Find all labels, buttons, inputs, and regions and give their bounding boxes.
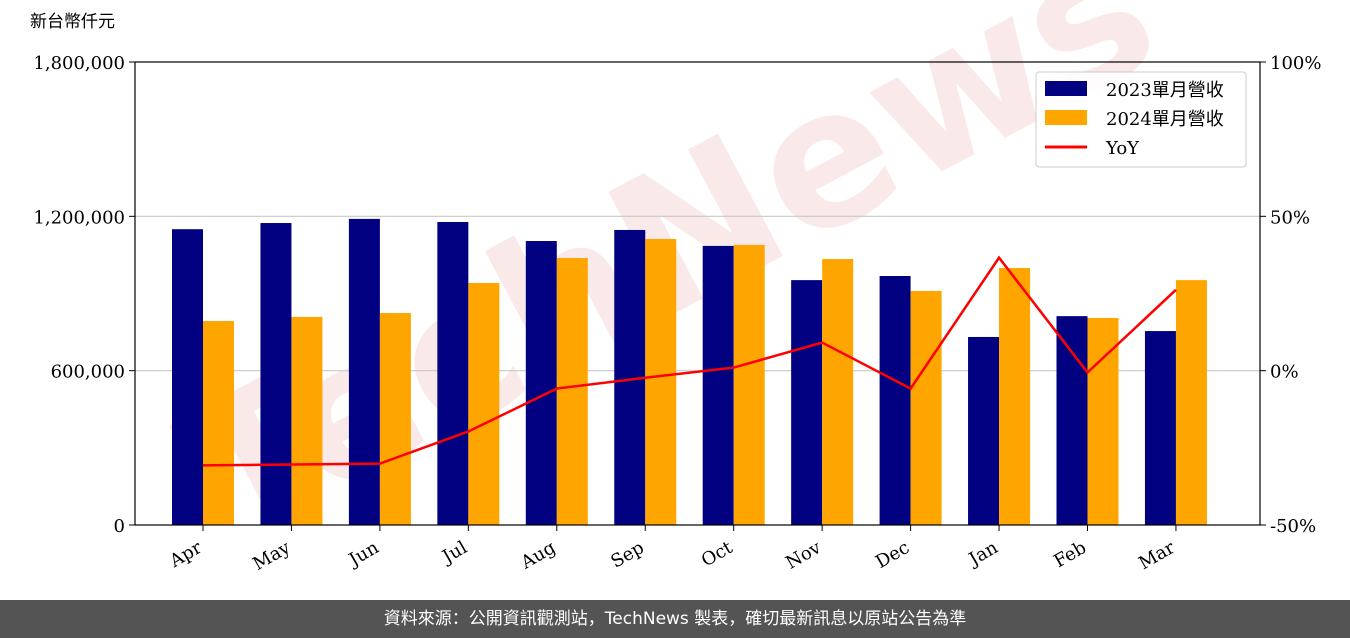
x-tick-label: Jan	[964, 537, 1002, 571]
bar	[556, 258, 588, 525]
legend-swatch	[1045, 81, 1087, 96]
bar	[702, 245, 734, 526]
x-tick-label: Jul	[437, 537, 471, 569]
legend-swatch	[1045, 110, 1087, 125]
chart: 新台幣仟元 TechNews 0600,0001,200,0001,800,00…	[30, 0, 1321, 588]
y2-tick-label: 50%	[1270, 207, 1310, 228]
bar	[999, 268, 1031, 525]
bar	[1144, 331, 1176, 525]
bar	[645, 238, 677, 526]
legend-label: 2023單月營收	[1106, 80, 1224, 101]
bar	[822, 259, 854, 525]
x-tick-label: Mar	[1135, 537, 1179, 574]
bar	[291, 316, 323, 525]
bar	[1175, 280, 1207, 525]
x-tick-label: Jun	[344, 537, 383, 572]
bar	[348, 218, 380, 525]
y-tick-label: 1,800,000	[33, 53, 125, 74]
y2-tick-label: 0%	[1270, 362, 1299, 383]
bar	[733, 244, 765, 525]
y-tick-label: 600,000	[51, 362, 125, 383]
x-tick-label: Aug	[517, 537, 560, 574]
bar	[203, 321, 234, 525]
bar	[468, 282, 500, 525]
bar	[879, 276, 911, 525]
plot-frame	[134, 61, 1261, 526]
bar	[260, 223, 292, 525]
bar	[1056, 316, 1088, 525]
y-tick-label: 0	[114, 516, 125, 537]
x-tick-label: Nov	[782, 537, 825, 574]
y2-tick-label: -50%	[1270, 516, 1316, 537]
x-tick-label: Oct	[698, 537, 737, 572]
x-tick-label: Dec	[872, 537, 913, 573]
x-tick-label: Feb	[1050, 537, 1090, 572]
bar	[910, 290, 942, 525]
x-tick-label: Sep	[607, 537, 647, 572]
bar	[172, 229, 203, 525]
y-tick-label: 1,200,000	[33, 207, 125, 228]
legend-box	[1035, 71, 1247, 168]
legend-label: YoY	[1105, 138, 1140, 159]
y2-tick-label: 100%	[1270, 53, 1321, 74]
bar	[968, 336, 1000, 525]
bar	[379, 313, 411, 525]
bar	[437, 221, 469, 525]
bar	[525, 241, 557, 525]
x-tick-label: Apr	[165, 537, 205, 572]
y-axis-label: 新台幣仟元	[30, 12, 115, 32]
footer: 資料來源：公開資訊觀測站，TechNews 製表，確切最新訊息以原站公告為準	[0, 600, 1350, 638]
legend-label: 2024單月營收	[1106, 109, 1224, 130]
line	[202, 255, 1177, 467]
bar	[1087, 317, 1119, 525]
bar	[791, 280, 823, 525]
